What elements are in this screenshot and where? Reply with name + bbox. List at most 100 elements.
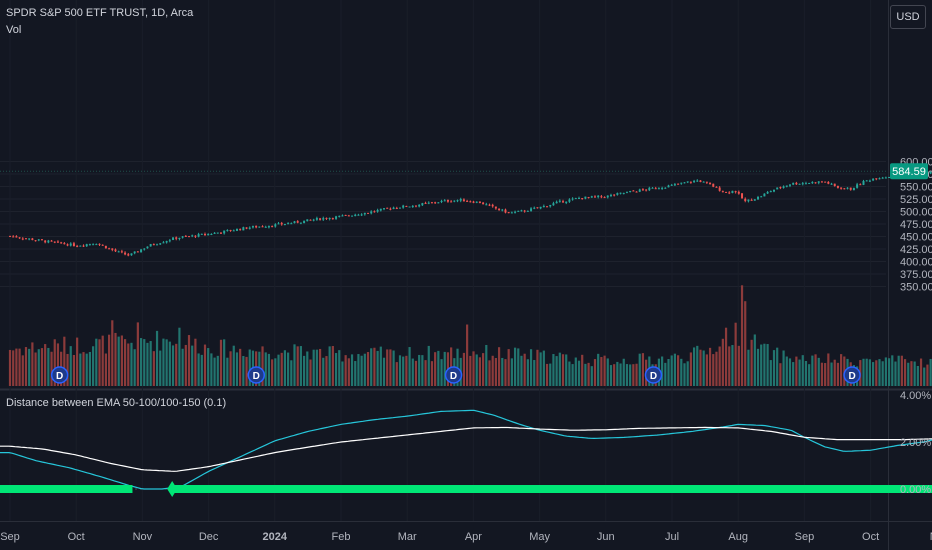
- volume-bar: [235, 352, 239, 386]
- volume-bar: [79, 353, 82, 386]
- volume-bar: [763, 343, 766, 386]
- candle-body: [188, 236, 191, 238]
- volume-bar: [344, 355, 347, 386]
- volume-bar: [283, 350, 287, 386]
- volume-bar: [178, 327, 181, 386]
- volume-bar: [497, 347, 501, 386]
- volume-bar: [120, 335, 123, 386]
- volume-bar: [728, 346, 731, 386]
- volume-bar: [34, 352, 37, 386]
- volume-bar: [354, 361, 357, 386]
- candle-body: [395, 208, 398, 210]
- candle-body: [728, 192, 731, 194]
- candle-body: [56, 241, 59, 243]
- candle-body: [849, 187, 852, 190]
- candle-body: [111, 248, 114, 250]
- dividend-marker[interactable]: [444, 366, 463, 384]
- volume-bar: [702, 350, 705, 386]
- volume-bar: [37, 349, 40, 386]
- candle-body: [143, 248, 146, 250]
- volume-bar: [223, 339, 226, 386]
- candle-body: [133, 251, 136, 254]
- candle-body: [888, 176, 891, 178]
- volume-bar: [216, 355, 219, 386]
- volume-bar: [830, 362, 833, 386]
- volume-bar: [491, 355, 494, 386]
- volume-bar: [801, 355, 804, 386]
- volume-bar: [146, 342, 149, 386]
- volume-bar: [139, 338, 143, 386]
- candle-body: [325, 217, 328, 219]
- candle-body: [734, 191, 737, 193]
- volume-bar: [760, 344, 763, 386]
- candle-body: [242, 227, 245, 231]
- volume-bar: [430, 361, 434, 386]
- candle-body: [255, 225, 258, 228]
- volume-bar: [552, 354, 555, 386]
- candle-body: [664, 187, 667, 189]
- candle-body: [712, 183, 715, 187]
- candle-body: [18, 237, 21, 239]
- candle-body: [40, 239, 43, 241]
- candle-body: [741, 193, 744, 199]
- dividend-marker[interactable]: [50, 366, 69, 384]
- candle-body: [830, 183, 833, 185]
- dividend-marker[interactable]: [843, 366, 861, 384]
- volume-bar: [625, 364, 629, 386]
- candle-body: [430, 202, 433, 204]
- volume-bar: [667, 358, 670, 386]
- volume-bar: [88, 351, 92, 386]
- volume-bar: [689, 352, 692, 386]
- candle-body: [657, 188, 660, 190]
- volume-bar: [558, 352, 561, 386]
- candle-body: [37, 239, 40, 241]
- candle-body: [824, 181, 827, 183]
- dividend-marker[interactable]: [247, 366, 266, 384]
- candle-body: [542, 205, 545, 208]
- candle-body: [213, 232, 216, 234]
- candle-body: [827, 181, 830, 184]
- candle-body: [606, 195, 609, 198]
- candle-body: [804, 183, 807, 185]
- ema-distance-cyan-line: [0, 409, 932, 490]
- volume-bar: [721, 338, 724, 386]
- candle-body: [373, 211, 376, 213]
- candle-body: [593, 196, 596, 198]
- currency-button[interactable]: USD: [890, 5, 926, 29]
- candle-body: [34, 240, 37, 242]
- volume-bar: [85, 353, 88, 386]
- candle-body: [581, 198, 584, 200]
- candle-body: [245, 227, 248, 229]
- candle-body: [210, 234, 213, 236]
- volume-bar: [478, 357, 482, 386]
- dividend-marker[interactable]: [644, 366, 663, 384]
- indicator-title: Distance between EMA 50-100/100-150 (0.1…: [6, 397, 227, 409]
- volume-bar: [44, 344, 47, 386]
- candle-body: [79, 245, 82, 247]
- volume-bar: [232, 345, 235, 386]
- price-tick-label: 475.00: [900, 219, 932, 231]
- candle-body: [881, 177, 884, 179]
- candle-body: [69, 243, 72, 246]
- candle-body: [475, 201, 478, 203]
- volume-bar: [581, 354, 584, 386]
- volume-bar: [408, 347, 411, 386]
- volume-bar: [347, 358, 350, 386]
- candle-body: [565, 201, 568, 203]
- candle-body: [130, 253, 133, 256]
- candle-body: [440, 200, 443, 203]
- volume-bar: [271, 359, 274, 386]
- volume-bar: [494, 358, 497, 386]
- volume-bar: [485, 344, 488, 386]
- candle-body: [843, 188, 846, 190]
- candle-body: [578, 197, 581, 199]
- volume-bar: [239, 348, 242, 386]
- volume-bar: [926, 364, 929, 386]
- candle-body: [539, 206, 542, 209]
- candle-body: [341, 215, 344, 217]
- volume-bar: [517, 348, 520, 386]
- volume-legend: Vol: [6, 24, 22, 36]
- candle-body: [197, 234, 200, 237]
- volume-bar: [756, 348, 760, 386]
